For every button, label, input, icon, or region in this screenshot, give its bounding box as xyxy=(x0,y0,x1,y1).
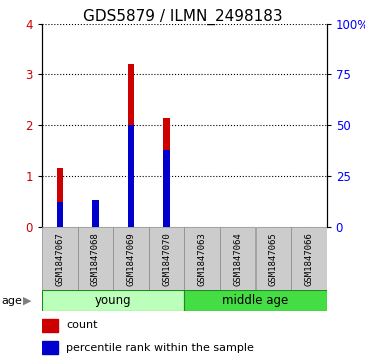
Bar xyxy=(42,290,184,311)
Text: age: age xyxy=(2,296,23,306)
Text: young: young xyxy=(95,294,131,307)
Bar xyxy=(128,64,134,227)
Bar xyxy=(255,227,291,290)
Bar xyxy=(92,200,99,227)
Bar xyxy=(163,150,170,227)
Bar xyxy=(163,118,170,227)
Bar xyxy=(92,223,99,227)
Bar xyxy=(291,227,327,290)
Text: GSM1847063: GSM1847063 xyxy=(197,232,207,286)
Text: GSM1847065: GSM1847065 xyxy=(269,232,278,286)
Bar xyxy=(57,168,63,227)
Text: GSM1847066: GSM1847066 xyxy=(304,232,314,286)
Bar xyxy=(220,227,255,290)
Text: count: count xyxy=(66,320,98,330)
Bar xyxy=(128,125,134,227)
Bar xyxy=(42,319,58,332)
Text: GSM1847067: GSM1847067 xyxy=(55,232,64,286)
Text: GSM1847069: GSM1847069 xyxy=(126,232,135,286)
Bar xyxy=(42,227,77,290)
Bar xyxy=(184,290,327,311)
Bar xyxy=(184,227,220,290)
Bar xyxy=(42,341,58,354)
Text: GSM1847070: GSM1847070 xyxy=(162,232,171,286)
Bar xyxy=(57,203,63,227)
Text: middle age: middle age xyxy=(222,294,289,307)
Text: GSM1847064: GSM1847064 xyxy=(233,232,242,286)
Bar xyxy=(77,227,113,290)
Bar xyxy=(149,227,184,290)
Bar xyxy=(113,227,149,290)
Text: ▶: ▶ xyxy=(23,296,31,306)
Text: GDS5879 / ILMN_2498183: GDS5879 / ILMN_2498183 xyxy=(83,9,282,25)
Text: GSM1847068: GSM1847068 xyxy=(91,232,100,286)
Text: percentile rank within the sample: percentile rank within the sample xyxy=(66,343,254,352)
